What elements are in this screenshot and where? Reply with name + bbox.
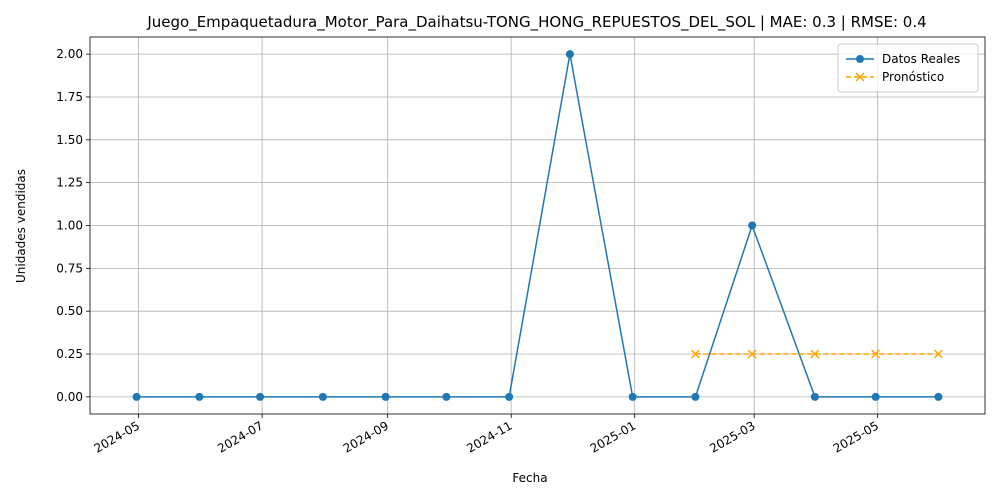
data-point-datos-reales — [442, 392, 451, 401]
data-point-pronostico — [871, 349, 881, 359]
y-tick-label: 0.25 — [56, 347, 83, 361]
legend-box — [837, 43, 979, 93]
data-point-datos-reales — [810, 392, 819, 401]
data-point-datos-reales — [871, 392, 880, 401]
grid — [90, 37, 985, 414]
x-tick-label: 2024-09 — [341, 418, 391, 455]
x-axis-label: Fecha — [512, 471, 547, 485]
x-tick-label: 2025-05 — [831, 418, 881, 455]
data-point-datos-reales — [381, 392, 390, 401]
data-point-datos-reales — [318, 392, 327, 401]
data-point-datos-reales — [691, 392, 700, 401]
data-point-datos-reales — [565, 50, 574, 59]
data-point-pronostico — [690, 349, 700, 359]
y-axis: 0.00 0.25 0.50 0.75 1.00 1.25 1.50 1.75 2.00 — [56, 47, 90, 404]
legend: Datos Reales Pronóstico — [837, 43, 979, 93]
data-point-datos-reales — [132, 392, 141, 401]
data-point-pronostico — [933, 349, 943, 359]
x-axis: 2024-05 2024-07 2024-09 2024-11 2025-01 2025-… — [92, 414, 881, 456]
x-tick-label: 2024-05 — [92, 418, 142, 455]
series-line-datos-reales — [136, 54, 939, 398]
y-tick-label: 0.00 — [56, 390, 83, 404]
series-layer — [132, 50, 943, 401]
legend-label-pronostico: Pronóstico — [882, 70, 944, 84]
y-tick-label: 2.00 — [56, 47, 83, 61]
y-axis-label: Unidades vendidas — [14, 169, 28, 283]
y-tick-label: 0.75 — [56, 261, 83, 275]
y-tick-label: 1.25 — [56, 176, 83, 190]
data-point-datos-reales — [256, 392, 265, 401]
data-point-datos-reales — [934, 392, 943, 401]
y-tick-label: 1.75 — [56, 90, 83, 104]
y-tick-label: 1.00 — [56, 219, 83, 233]
data-point-datos-reales — [628, 392, 637, 401]
legend-marker-datos-reales — [856, 55, 864, 63]
data-point-datos-reales — [748, 221, 757, 230]
data-point-datos-reales — [505, 392, 514, 401]
y-tick-label: 0.50 — [56, 304, 83, 318]
x-tick-label: 2025-03 — [707, 418, 757, 455]
x-tick-label: 2025-01 — [588, 418, 638, 455]
y-tick-label: 1.50 — [56, 133, 83, 147]
legend-marker-pronostico — [855, 72, 865, 82]
data-point-datos-reales — [195, 392, 204, 401]
x-tick-label: 2024-11 — [464, 418, 514, 455]
x-tick-label: 2024-07 — [215, 418, 265, 455]
data-point-pronostico — [810, 349, 820, 359]
chart-title: Juego_Empaquetadura_Motor_Para_Daihatsu-… — [146, 13, 926, 32]
legend-label-datos-reales: Datos Reales — [882, 52, 960, 66]
data-point-pronostico — [747, 349, 757, 359]
